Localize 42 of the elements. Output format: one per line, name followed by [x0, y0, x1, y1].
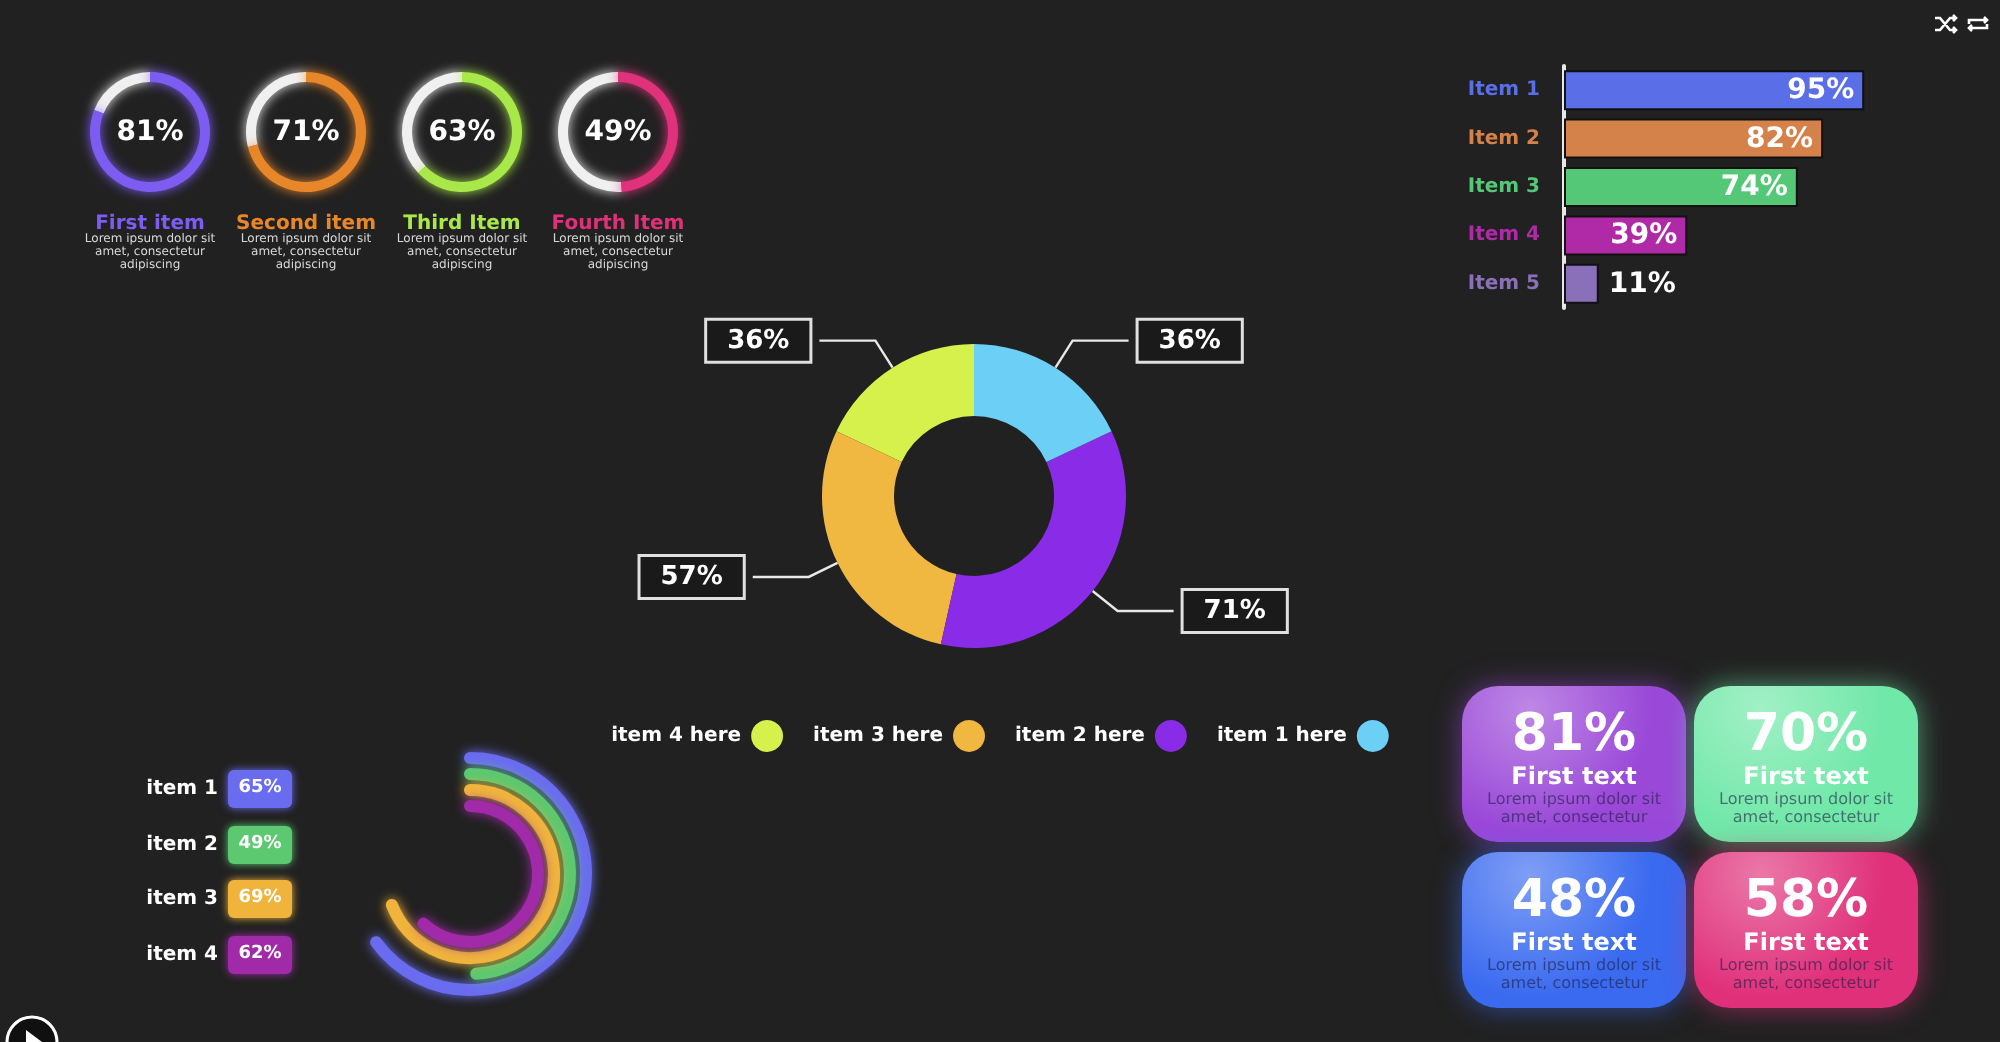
text: Second item	[236, 213, 376, 235]
legend-label: item 4 here	[611, 725, 742, 747]
text: 49%	[584, 116, 652, 148]
category-label: item 2	[146, 833, 218, 855]
legend-label: item 1 here	[1216, 725, 1348, 747]
y-tick-label: Item 2	[1467, 127, 1541, 150]
y-tick-label: Item 3	[1467, 176, 1541, 198]
data-label: 36%	[727, 325, 790, 356]
data-label: 74%	[1720, 171, 1788, 203]
legend-label: item 3 here	[813, 725, 944, 747]
text: 71%	[272, 116, 340, 148]
value-badge: 49%	[228, 825, 292, 863]
y-tick-label: Item 1	[1467, 79, 1541, 102]
text: Fourth Item	[551, 213, 685, 235]
data-label: 36%	[1158, 325, 1221, 356]
bar	[1564, 263, 1599, 304]
data-label: 11%	[1608, 267, 1676, 300]
data-label: 71%	[1203, 596, 1266, 627]
bar	[1564, 118, 1824, 159]
value-badge: 69%	[228, 880, 292, 918]
y-tick-label: Item 5	[1467, 272, 1541, 295]
card: 48% First text Lorem ipsum dolor sit amet, consectetur	[1462, 852, 1686, 1008]
bar	[1564, 167, 1798, 207]
category-label: item 1	[146, 778, 218, 800]
data-label: 95%	[1787, 74, 1855, 107]
card: 70% First text Lorem ipsum dolor sit amet, consectetur	[1694, 686, 1918, 842]
legend-label: item 2 here	[1014, 725, 1146, 747]
text: First item	[95, 213, 205, 235]
card: 58% First text Lorem ipsum dolor sit amet, consectetur	[1694, 852, 1918, 1008]
data-label: 57%	[660, 561, 723, 592]
card: 81% First text Lorem ipsum dolor sit amet, consectetur	[1462, 686, 1686, 842]
category-label: item 3	[146, 888, 218, 910]
y-tick-label: Item 4	[1467, 224, 1541, 247]
value-badge: 65%	[228, 770, 292, 808]
category-label: item 4	[146, 943, 218, 965]
text: 63%	[428, 116, 496, 148]
bar	[1564, 70, 1865, 111]
data-label: 82%	[1746, 122, 1814, 155]
text: 81%	[116, 116, 184, 148]
value-badge: 62%	[228, 935, 292, 973]
text: Third Item	[403, 213, 521, 235]
data-label: 39%	[1610, 219, 1678, 252]
